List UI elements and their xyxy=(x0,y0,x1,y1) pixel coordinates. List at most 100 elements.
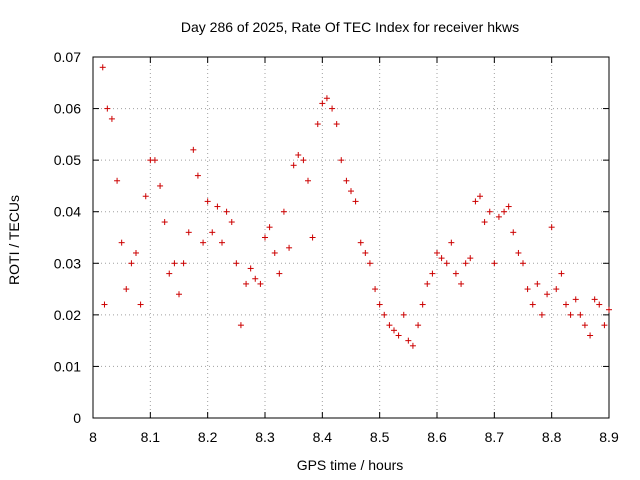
data-point xyxy=(391,327,397,334)
y-tick-label: 0.04 xyxy=(54,204,81,220)
data-point xyxy=(329,105,336,112)
data-point xyxy=(290,162,297,169)
data-point xyxy=(477,193,483,200)
data-point xyxy=(262,234,268,241)
data-point xyxy=(237,322,244,329)
data-point xyxy=(200,239,207,246)
data-point xyxy=(108,115,115,122)
data-point xyxy=(257,280,264,287)
data-point xyxy=(486,208,493,215)
data-point xyxy=(553,286,560,293)
x-tick-label: 8 xyxy=(89,429,97,445)
data-point xyxy=(243,280,250,287)
data-point xyxy=(352,198,359,205)
data-point xyxy=(151,157,158,164)
x-tick-label: 8.9 xyxy=(599,429,619,445)
x-tick-label: 8.1 xyxy=(141,429,161,445)
data-point xyxy=(104,105,111,112)
data-point xyxy=(529,301,536,308)
data-point xyxy=(266,224,273,231)
data-point xyxy=(204,198,211,205)
data-point xyxy=(524,286,531,293)
data-point xyxy=(452,270,459,277)
data-point xyxy=(495,213,502,220)
data-point xyxy=(123,286,130,293)
x-tick-label: 8.5 xyxy=(370,429,390,445)
data-point xyxy=(587,332,594,339)
data-point xyxy=(538,311,545,318)
data-point xyxy=(415,322,422,329)
x-tick-label: 8.2 xyxy=(198,429,218,445)
y-axis-label: ROTI / TECUs xyxy=(6,195,22,285)
data-point xyxy=(319,100,326,107)
data-point xyxy=(190,146,197,153)
data-point xyxy=(333,121,340,128)
data-point xyxy=(276,270,283,277)
data-point xyxy=(405,337,412,344)
y-tick-label: 0.05 xyxy=(54,152,81,168)
data-point xyxy=(563,301,569,308)
data-point xyxy=(157,182,164,189)
data-point xyxy=(185,229,192,236)
y-tick-label: 0.07 xyxy=(54,49,81,65)
data-point xyxy=(548,224,555,231)
data-point xyxy=(323,95,330,102)
data-point xyxy=(366,260,373,267)
x-tick-label: 8.8 xyxy=(542,429,562,445)
y-tick-label: 0.01 xyxy=(54,358,81,374)
data-point xyxy=(510,229,517,236)
data-point xyxy=(214,203,221,210)
data-point xyxy=(252,275,259,282)
data-point xyxy=(581,322,588,329)
y-tick-label: 0.06 xyxy=(54,101,81,117)
data-point xyxy=(357,239,364,246)
data-point xyxy=(472,198,479,205)
data-point xyxy=(438,255,445,262)
y-tick-label: 0 xyxy=(73,410,81,426)
data-point xyxy=(534,280,541,287)
data-point xyxy=(348,188,354,195)
data-point xyxy=(280,208,287,215)
data-point xyxy=(171,260,178,267)
data-point xyxy=(343,177,350,184)
data-point xyxy=(544,291,551,298)
data-point xyxy=(481,219,488,226)
data-point xyxy=(491,260,498,267)
y-tick-labels: 0 0.01 0.02 0.03 0.04 0.05 0.06 0.07 xyxy=(54,49,81,426)
chart-title: Day 286 of 2025, Rate Of TEC Index for r… xyxy=(181,19,519,35)
data-point xyxy=(400,311,407,318)
data-point xyxy=(372,286,379,293)
data-point xyxy=(118,239,125,246)
data-point xyxy=(133,249,139,256)
data-points xyxy=(99,64,612,349)
data-point xyxy=(309,234,316,241)
data-point xyxy=(501,208,508,215)
x-tick-label: 8.7 xyxy=(485,429,505,445)
x-tick-label: 8.6 xyxy=(427,429,447,445)
data-point xyxy=(314,121,321,128)
data-point xyxy=(458,280,465,287)
data-point xyxy=(601,322,608,329)
data-point xyxy=(223,208,230,215)
data-point xyxy=(219,239,225,246)
data-point xyxy=(101,301,108,308)
data-point xyxy=(606,306,612,313)
data-point xyxy=(429,270,436,277)
data-point xyxy=(176,291,182,298)
data-point xyxy=(520,260,526,267)
data-point xyxy=(161,219,168,226)
data-point xyxy=(386,322,393,329)
data-point xyxy=(577,311,584,318)
data-point xyxy=(467,255,474,262)
data-point xyxy=(395,332,402,339)
data-point xyxy=(558,270,565,277)
data-point xyxy=(591,296,598,303)
data-point xyxy=(137,301,144,308)
x-tick-label: 8.4 xyxy=(313,429,333,445)
data-point xyxy=(114,177,121,184)
data-point xyxy=(233,260,240,267)
data-point xyxy=(300,157,307,164)
data-point xyxy=(443,260,450,267)
data-point xyxy=(419,301,426,308)
